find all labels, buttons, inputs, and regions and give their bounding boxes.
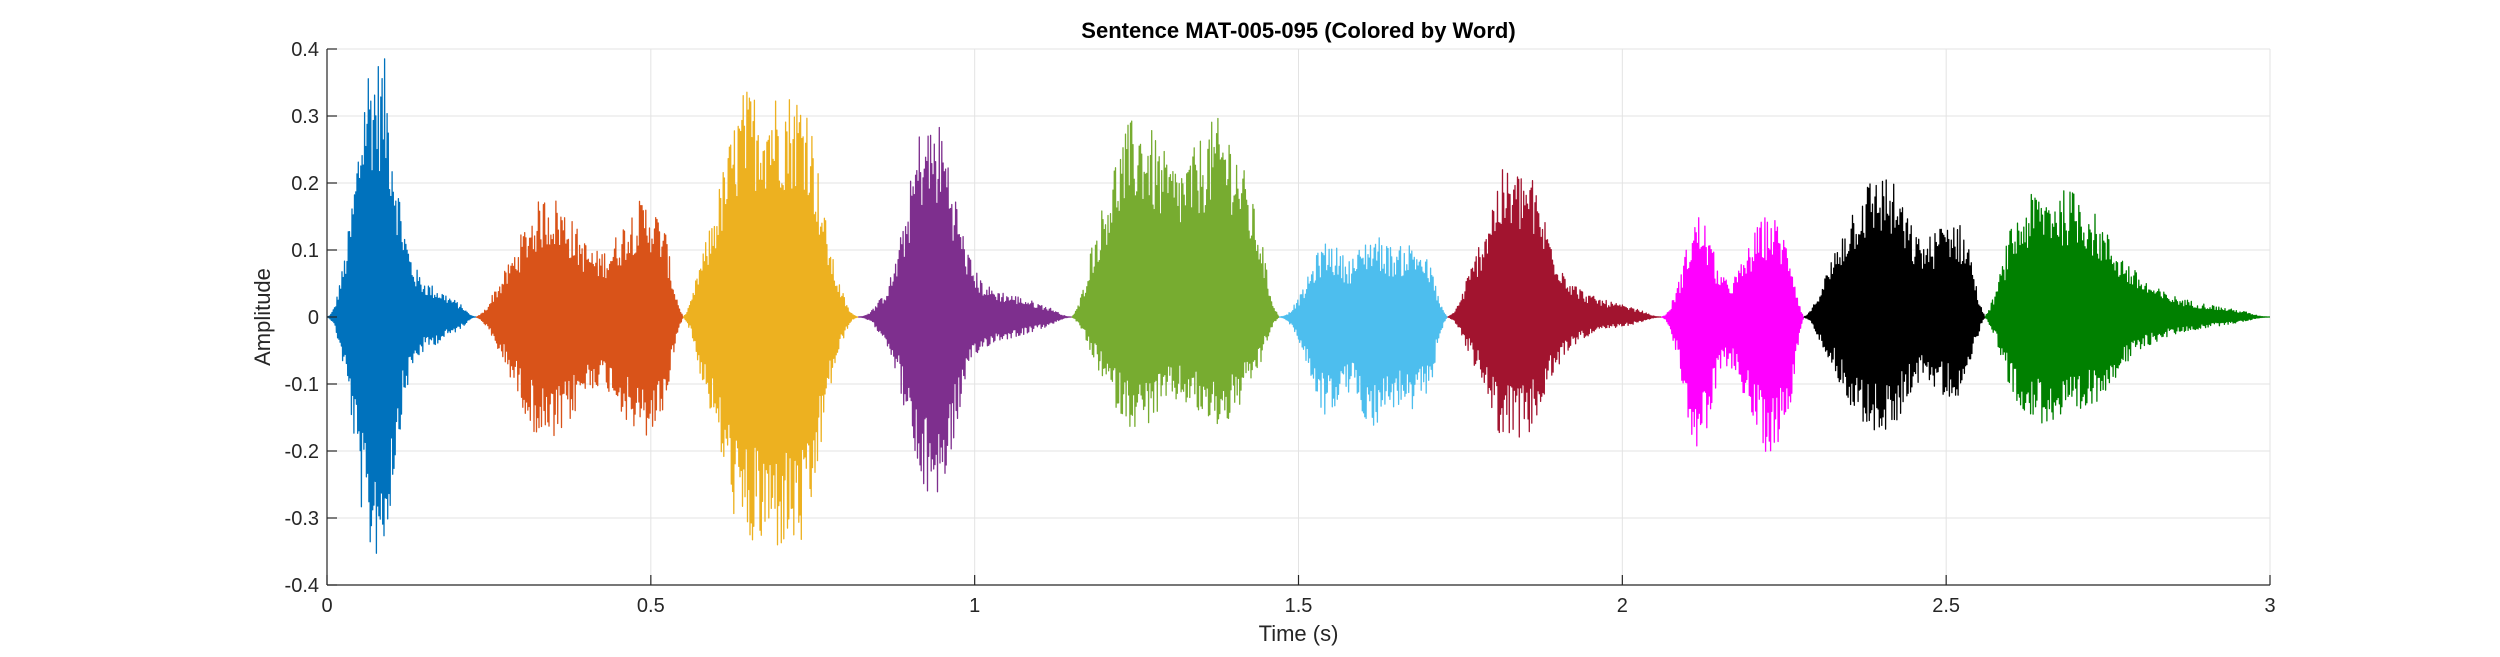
y-tick-label: 0.1 — [291, 240, 319, 262]
word-waveform-4 — [858, 126, 1072, 493]
series-layer — [326, 58, 2271, 554]
x-tick-label: 1 — [969, 595, 980, 617]
x-tick-label: 1.5 — [1285, 595, 1313, 617]
x-tick-label: 2 — [1617, 595, 1628, 617]
word-waveform-9 — [1803, 179, 1986, 431]
chart-title: Sentence MAT-005-095 (Colored by Word) — [1081, 18, 1515, 43]
word-waveform-7 — [1447, 169, 1662, 438]
y-tick-label: 0.2 — [291, 173, 319, 195]
y-tick-label: -0.3 — [285, 508, 319, 530]
word-waveform-3 — [682, 91, 859, 546]
x-axis-label: Time (s) — [1259, 621, 1339, 646]
word-waveform-2 — [475, 200, 684, 437]
tick-labels: 0 0.5 1 1.5 2 2.5 3 0.4 0.3 0.2 0.1 0 -0.1 -0.2 -0.3 -0… — [285, 39, 2276, 617]
word-waveform-10 — [1984, 190, 2271, 424]
y-tick-label: 0.4 — [291, 39, 319, 61]
word-waveform-5 — [1071, 117, 1280, 428]
word-waveform-6 — [1278, 237, 1448, 426]
y-tick-label: -0.1 — [285, 374, 319, 396]
y-tick-label: 0.3 — [291, 106, 319, 128]
y-tick-label: 0 — [308, 307, 319, 329]
y-tick-label: -0.2 — [285, 441, 319, 463]
x-tick-label: 0.5 — [637, 595, 665, 617]
axes — [326, 48, 2271, 586]
x-tick-label: 0 — [321, 595, 332, 617]
word-waveform-1 — [326, 58, 476, 554]
word-waveform-8 — [1660, 217, 1805, 452]
y-tick-label: -0.4 — [285, 575, 319, 597]
x-tick-label: 3 — [2264, 595, 2275, 617]
x-tick-label: 2.5 — [1932, 595, 1960, 617]
y-axis-label: Amplitude — [250, 268, 275, 366]
